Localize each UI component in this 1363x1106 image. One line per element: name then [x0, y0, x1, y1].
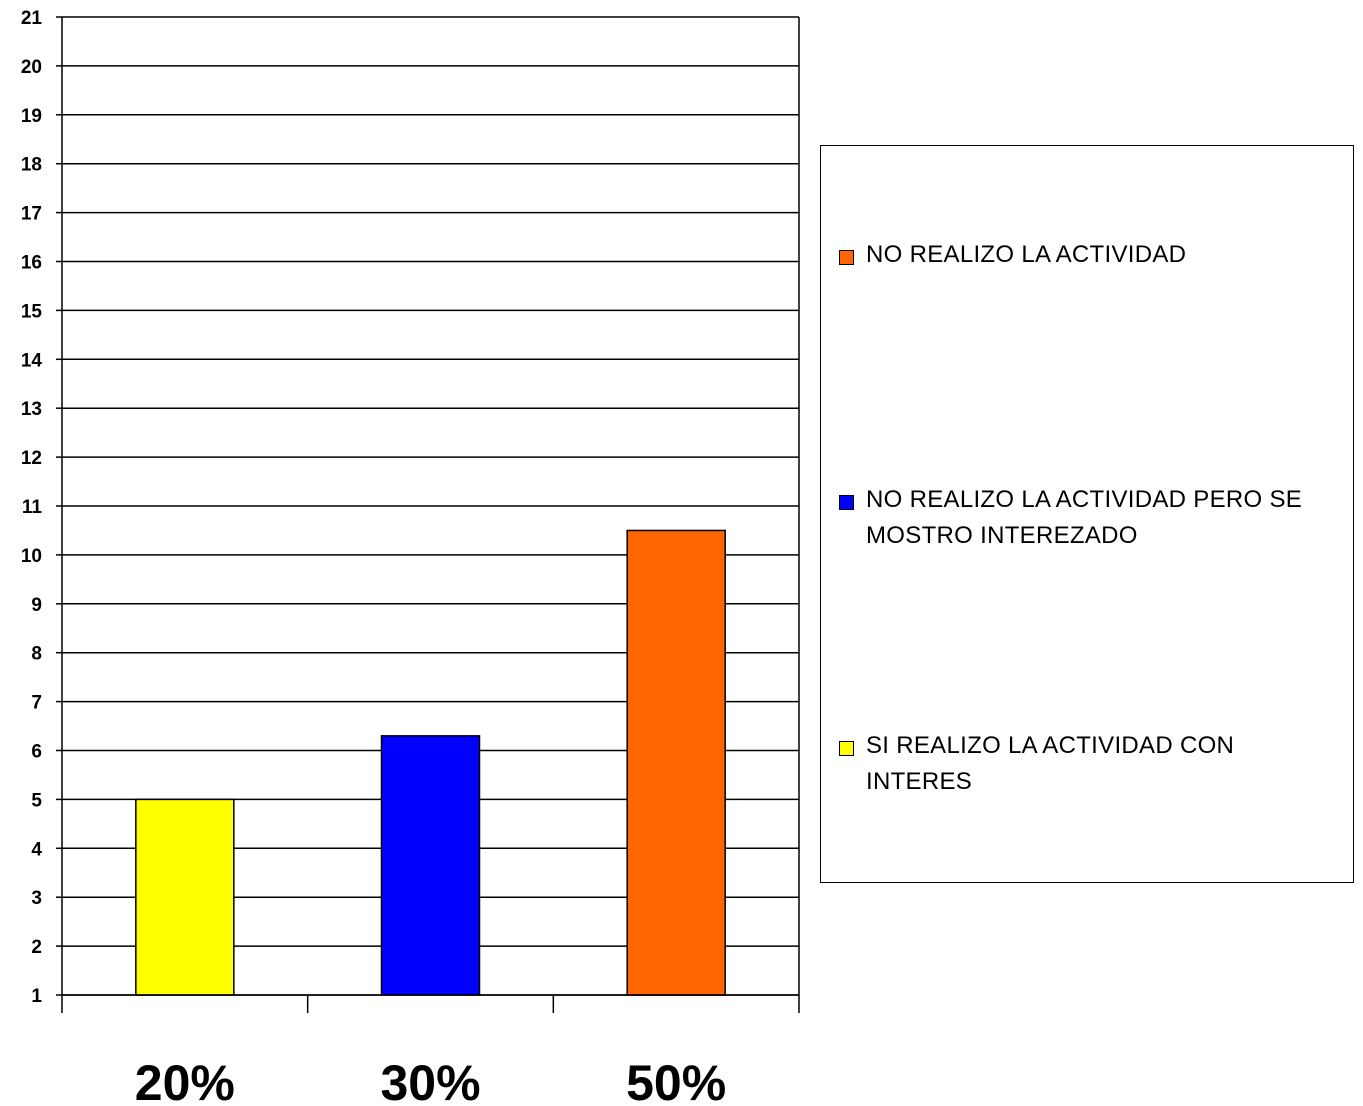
y-tick-label: 17	[21, 204, 42, 225]
y-tick-label: 3	[31, 888, 42, 909]
y-tick-label: 19	[21, 106, 42, 127]
y-tick-label: 13	[21, 399, 42, 420]
x-category-label: 50%	[626, 1055, 726, 1106]
y-tick-label: 12	[21, 448, 42, 469]
bars	[135, 529, 726, 996]
legend-label: NO REALIZO LA ACTIVIDAD	[866, 241, 1187, 268]
y-tick-label: 9	[31, 595, 42, 616]
legend-swatch-blue	[839, 495, 854, 510]
y-tick-label: 6	[31, 742, 42, 763]
gridlines	[62, 16, 799, 996]
legend-item-si-realizo: SI REALIZO LA ACTIVIDAD CON INTERES	[839, 732, 1339, 800]
bar-1	[135, 798, 235, 996]
y-tick-label: 5	[31, 790, 42, 811]
axes	[56, 16, 800, 1013]
y-tick-label: 15	[21, 301, 43, 322]
y-tick-label: 7	[31, 693, 42, 714]
y-tick-label: 8	[31, 644, 42, 665]
y-tick-label: 16	[21, 253, 42, 274]
legend-label: SI REALIZO LA ACTIVIDAD CON INTERES	[866, 732, 1235, 795]
y-tick-label: 2	[31, 937, 42, 958]
y-tick-label: 21	[21, 8, 43, 29]
y-tick-label: 1	[31, 986, 42, 1007]
x-axis-category-labels: 20% 30% 50%	[135, 1055, 726, 1106]
y-tick-label: 11	[22, 497, 43, 518]
legend-label: NO REALIZO LA ACTIVIDAD PERO SE MOSTRO I…	[866, 486, 1303, 549]
y-tick-label: 18	[21, 155, 42, 176]
y-tick-label: 4	[31, 839, 42, 860]
legend-swatch-orange	[839, 250, 854, 265]
bar-3	[626, 529, 726, 996]
bar-2	[380, 735, 481, 996]
y-tick-label: 10	[21, 546, 42, 567]
y-tick-label: 20	[21, 57, 42, 78]
legend-item-no-realizo-interezado: NO REALIZO LA ACTIVIDAD PERO SE MOSTRO I…	[839, 486, 1339, 554]
legend-swatch-yellow	[839, 741, 854, 756]
x-category-label: 30%	[380, 1055, 480, 1106]
x-category-label: 20%	[135, 1055, 235, 1106]
y-tick-label: 14	[21, 350, 43, 371]
legend-item-no-realizo: NO REALIZO LA ACTIVIDAD	[839, 241, 1339, 273]
legend: NO REALIZO LA ACTIVIDAD NO REALIZO LA AC…	[820, 145, 1354, 883]
